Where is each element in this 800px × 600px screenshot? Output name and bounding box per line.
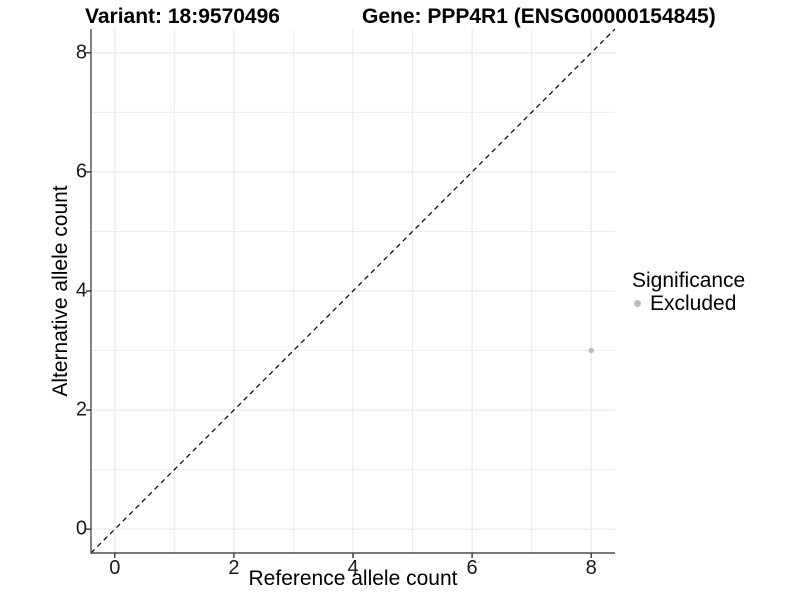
identity-line [90, 28, 616, 554]
variant-title: Variant: 18:9570496 [85, 5, 280, 28]
x-tick-label: 6 [466, 557, 478, 579]
x-axis-label: Reference allele count [248, 567, 458, 590]
legend: Significance Excluded [632, 269, 745, 315]
x-tick-label: 4 [347, 557, 359, 579]
y-tick-label: 0 [75, 517, 87, 540]
y-tick-label: 2 [75, 398, 87, 421]
y-tick-label: 4 [75, 279, 87, 302]
y-tick-label: 8 [75, 41, 87, 64]
x-tick-label: 8 [585, 557, 597, 579]
legend-item-excluded: Excluded [632, 292, 745, 315]
y-tick-label: 6 [75, 160, 87, 183]
legend-item-label: Excluded [650, 292, 737, 315]
circle-marker-icon [634, 300, 641, 307]
gene-title: Gene: PPP4R1 (ENSG00000154845) [362, 5, 716, 28]
legend-title: Significance [632, 269, 746, 292]
data-point [588, 347, 594, 354]
x-tick-label: 2 [228, 557, 240, 579]
x-tick-label: 0 [109, 557, 121, 579]
